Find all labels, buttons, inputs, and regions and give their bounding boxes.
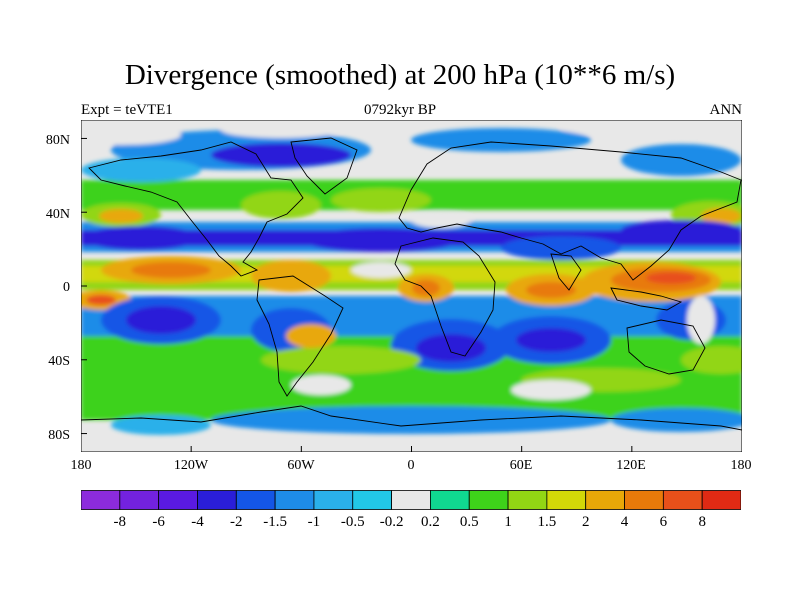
contour-region [611, 408, 742, 432]
colorbar-box [468, 490, 509, 510]
contour-region [412, 280, 440, 296]
colorbar-label: 4 [620, 514, 629, 530]
colorbar-label: -1.5 [263, 514, 287, 530]
x-tick-label: 120W [173, 458, 209, 473]
contour-region [301, 228, 461, 252]
colorbar-box [585, 490, 625, 510]
contour-fill-layer [81, 120, 742, 452]
colorbar-label: -4 [191, 514, 204, 530]
x-tick-label: 180 [730, 458, 752, 473]
y-tick-label: 40S [48, 354, 70, 369]
contour-region [526, 282, 576, 298]
colorbar-label: -0.5 [340, 514, 365, 530]
colorbar-label: -1 [307, 514, 321, 530]
europe-asia-coast [398, 141, 742, 281]
contour-region [681, 346, 742, 374]
contour-region [221, 122, 341, 138]
colorbar-label: -8 [113, 514, 127, 530]
colorbar-box [701, 490, 741, 510]
colorbar-box [352, 490, 392, 510]
colorbar-box [313, 490, 354, 510]
colorbar-label: 1.5 [537, 514, 557, 530]
contour-region [126, 306, 196, 334]
x-tick-label: 0 [407, 458, 415, 473]
contour-region [291, 375, 351, 395]
contour-region [516, 328, 586, 352]
contour-region [646, 272, 696, 284]
contour-region [501, 236, 621, 260]
contour-region [331, 188, 431, 212]
contour-region [99, 209, 143, 223]
contour-region [416, 334, 486, 362]
colorbar-box [81, 490, 121, 510]
y-tick-label: 40N [45, 207, 70, 222]
coastlines [81, 137, 742, 431]
contour-region [621, 144, 741, 176]
time-label: 0792kyr BP [363, 102, 437, 118]
y-tick-label: 0 [63, 280, 70, 295]
contour-region [261, 346, 421, 374]
contour-region [81, 158, 201, 182]
colorbar-box [546, 490, 587, 510]
colorbar-label: 0.5 [459, 514, 479, 530]
y-tick-label: 80S [48, 428, 70, 443]
contour-region [86, 295, 116, 305]
colorbar-label: 8 [698, 514, 706, 530]
season-label: ANN [709, 102, 743, 118]
colorbar-box [662, 490, 703, 510]
colorbar-box [391, 490, 431, 510]
colorbar-label: -0.2 [379, 514, 404, 530]
colorbar [81, 490, 741, 510]
x-tick-label: 60E [509, 458, 533, 473]
contour-region [211, 406, 611, 434]
colorbar-box [430, 490, 470, 510]
colorbar-box [507, 490, 548, 510]
colorbar-box [235, 490, 276, 510]
experiment-label: Expt = teVTE1 [81, 102, 173, 118]
contour-region [81, 226, 201, 250]
contour-region [111, 415, 211, 435]
contour-region [411, 128, 591, 152]
colorbar-box [624, 490, 664, 510]
australia-coast [626, 319, 706, 375]
north-america-coast [88, 141, 304, 277]
africa-coast [394, 237, 496, 357]
x-tick-label: 120E [616, 458, 646, 473]
antarctica-coast [81, 405, 742, 431]
colorbar-box [119, 490, 160, 510]
colorbar-box [197, 490, 237, 510]
contour-region [81, 125, 181, 145]
colorbar-label: 1 [504, 514, 512, 530]
colorbar-label: 0.2 [421, 514, 440, 530]
y-tick-label: 80N [45, 133, 70, 148]
contour-region [511, 380, 591, 400]
contour-region [211, 143, 351, 167]
x-tick-label: 180 [70, 458, 92, 473]
india-coast [550, 253, 582, 291]
divergence-map [81, 120, 742, 452]
axis-ticks [81, 137, 742, 452]
colorbar-label: 6 [659, 514, 668, 530]
contour-region [561, 120, 721, 136]
colorbar-box [274, 490, 315, 510]
indonesia-coast [610, 287, 683, 311]
greenland-coast [290, 137, 358, 195]
colorbar-label: -2 [230, 514, 243, 530]
contour-region [241, 191, 321, 219]
colorbar-label: -6 [152, 514, 165, 530]
x-tick-label: 60W [287, 458, 315, 473]
page-title: Divergence (smoothed) at 200 hPa (10**6 … [124, 59, 676, 91]
colorbar-box [158, 490, 198, 510]
contour-region [131, 262, 211, 278]
contour-region [411, 212, 471, 228]
colorbar-label: 2 [581, 514, 590, 530]
contour-region [286, 324, 336, 348]
contour-region [687, 296, 715, 344]
south-america-coast [256, 275, 344, 397]
